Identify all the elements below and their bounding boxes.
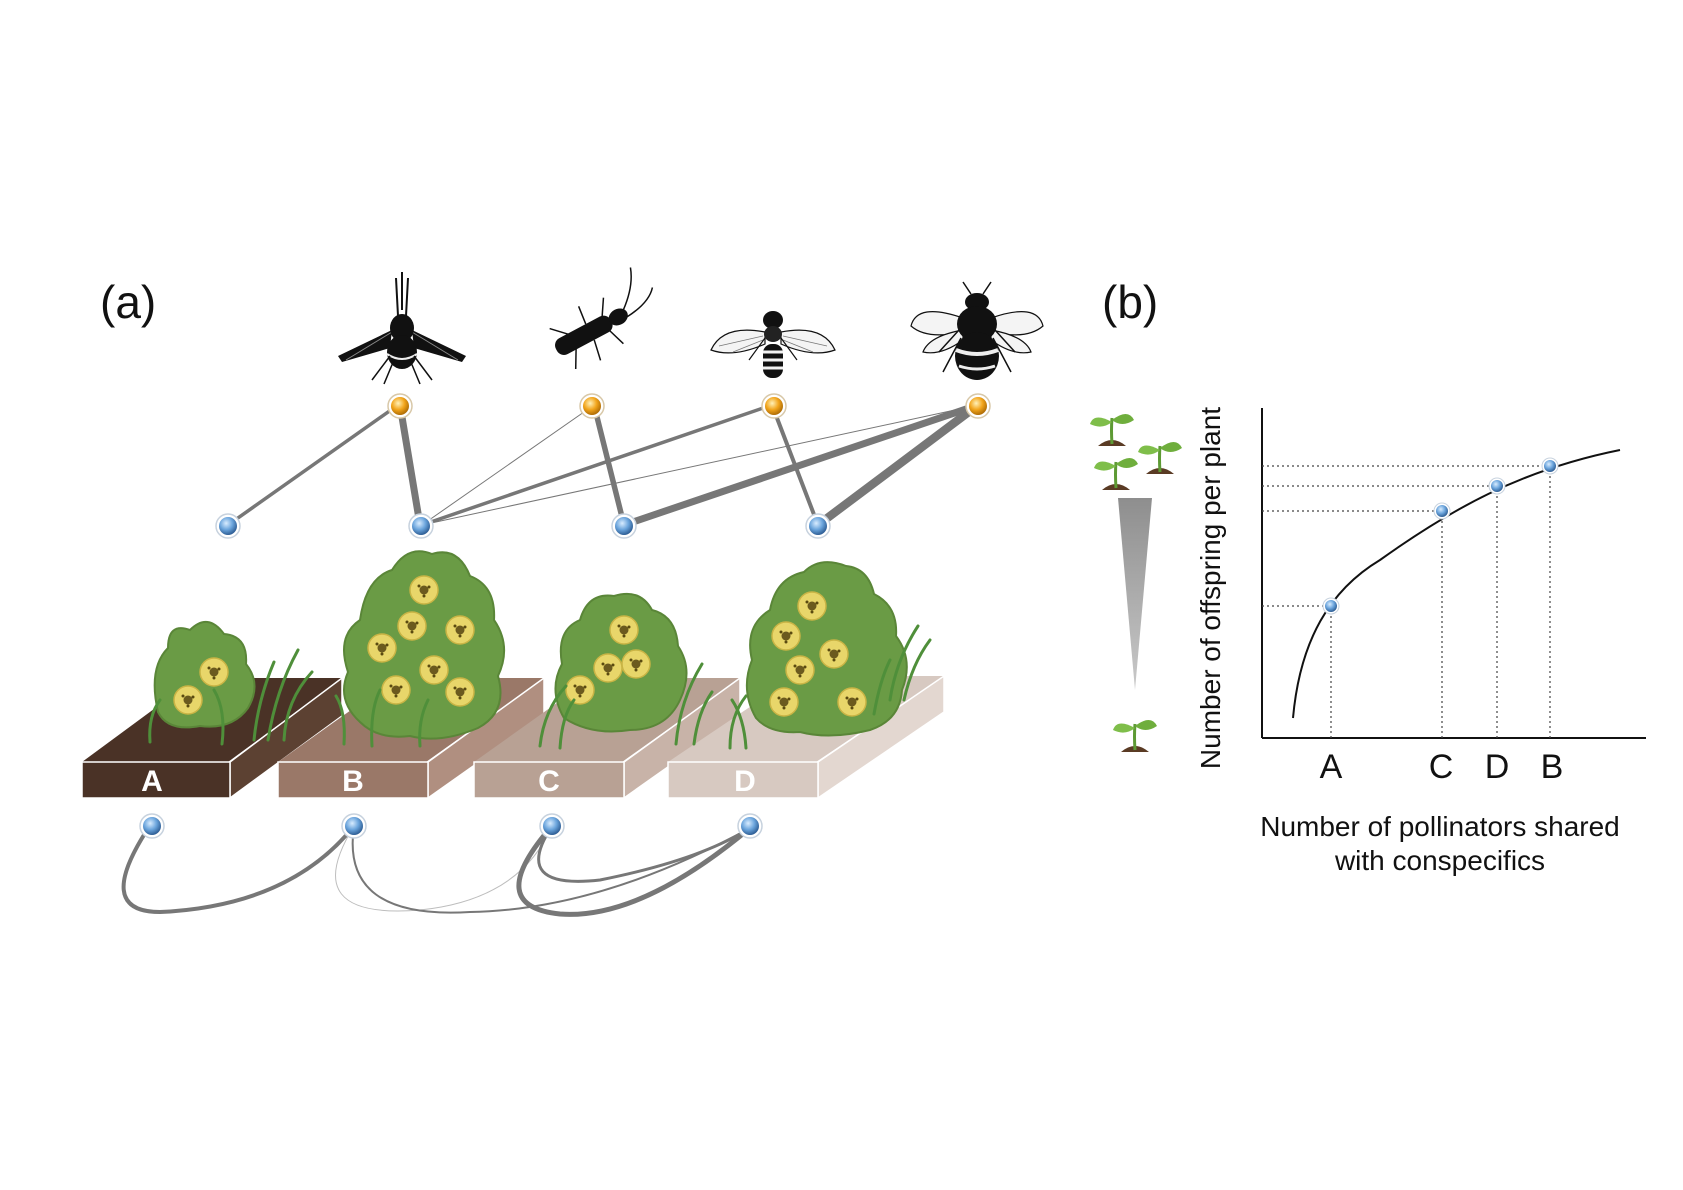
curve-point-b [1541,457,1559,475]
bee-fly-icon [338,272,466,385]
plant-node-b [408,513,434,539]
y-axis-label: Number of offspring per plant [1195,407,1226,769]
x-tick-c: C [1429,748,1454,786]
plot-label-b: B [342,765,364,798]
plot-label-d: D [734,765,756,798]
mating-network-edges [121,822,753,917]
pollination-network-edges [226,400,983,530]
plot-axes [1261,408,1646,739]
plant-node-c [611,513,637,539]
pollinator-node-bee-fly [387,393,413,419]
dotted-guides [1262,465,1551,738]
mating-node-a [139,813,165,839]
curve-point-a [1322,597,1340,615]
plant-node-a [215,513,241,539]
seedling-icon [1111,718,1159,754]
seedling-icon [1136,440,1184,476]
bumblebee-icon [910,281,1044,380]
plot-label-c: C [538,765,560,798]
offspring-gradient-indicator [1088,412,1184,754]
curve-point-d [1488,477,1506,495]
x-tick-b: B [1541,748,1564,786]
seedling-icon [1088,412,1136,448]
x-tick-a: A [1320,748,1343,786]
pollinator-node-bumblebee [965,393,991,419]
shrub-c [538,592,748,750]
x-axis-label-line2: with conspecifics [1334,845,1545,876]
x-axis-label-line1: Number of pollinators shared [1260,811,1620,842]
plot-label-a: A [141,765,163,798]
pollinator-node-hoverfly [761,393,787,419]
beetle-icon [549,267,654,370]
seedling-icon [1092,456,1140,492]
decreasing-wedge [1118,498,1152,690]
mating-node-c [539,813,565,839]
panel-b-label: (b) [1102,276,1158,328]
plant-node-d [805,513,831,539]
mating-node-b [341,813,367,839]
shrub-b [334,550,505,748]
shrub-a [148,621,314,746]
curve-point-c [1433,502,1451,520]
hoverfly-icon [710,311,836,378]
mating-node-d [737,813,763,839]
panel-a-label: (a) [100,276,156,328]
x-tick-d: D [1485,748,1510,786]
offspring-curve [1292,449,1621,719]
pollinator-node-beetle [579,393,605,419]
shrub-d [730,561,932,750]
